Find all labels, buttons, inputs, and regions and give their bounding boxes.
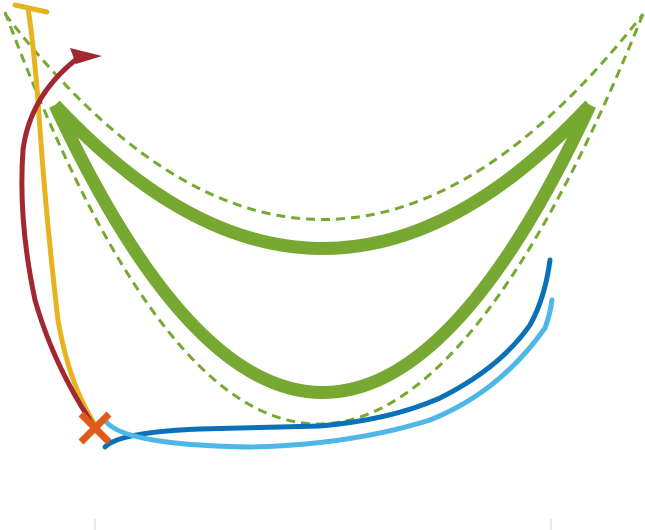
thick-outer-curve — [49, 102, 596, 399]
dark-blue-curve — [102, 257, 553, 450]
red-arrowhead — [70, 48, 102, 64]
cross-marker — [78, 411, 112, 445]
thick-inner-curve — [50, 100, 595, 255]
light-blue-curve — [102, 297, 555, 450]
red-curve — [19, 55, 101, 435]
inner-dashed-curve — [3, 13, 645, 221]
yellow-curve — [12, 2, 103, 435]
